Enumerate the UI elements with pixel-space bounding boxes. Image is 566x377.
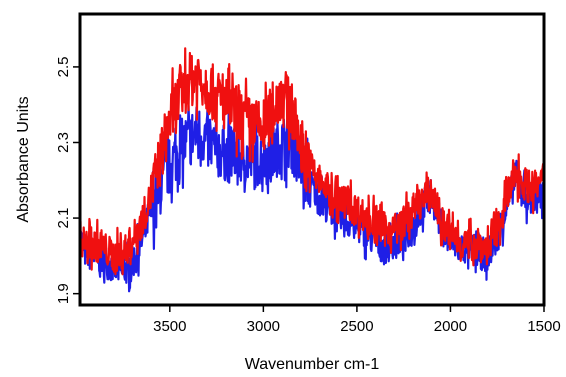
x-tick-label: 2000 <box>434 318 467 335</box>
y-axis: 1.9 2.1 2.3 2.5 <box>55 56 80 304</box>
x-tick-label: 1500 <box>527 318 560 335</box>
x-axis-title: Wavenumber cm-1 <box>245 356 380 373</box>
y-tick-label: 2.3 <box>55 132 72 153</box>
plot-area <box>80 47 544 293</box>
x-tick-label: 3500 <box>153 318 186 335</box>
y-tick-label: 2.1 <box>55 208 72 229</box>
y-axis-title: Absorbance Units <box>15 96 32 222</box>
x-axis: 3500 3000 2500 2000 1500 <box>153 305 561 335</box>
y-tick-label: 1.9 <box>55 283 72 304</box>
x-tick-label: 2500 <box>340 318 373 335</box>
series-line-2 <box>80 47 544 276</box>
y-tick-label: 2.5 <box>55 56 72 77</box>
x-tick-label: 3000 <box>247 318 280 335</box>
plot-frame <box>78 12 546 307</box>
